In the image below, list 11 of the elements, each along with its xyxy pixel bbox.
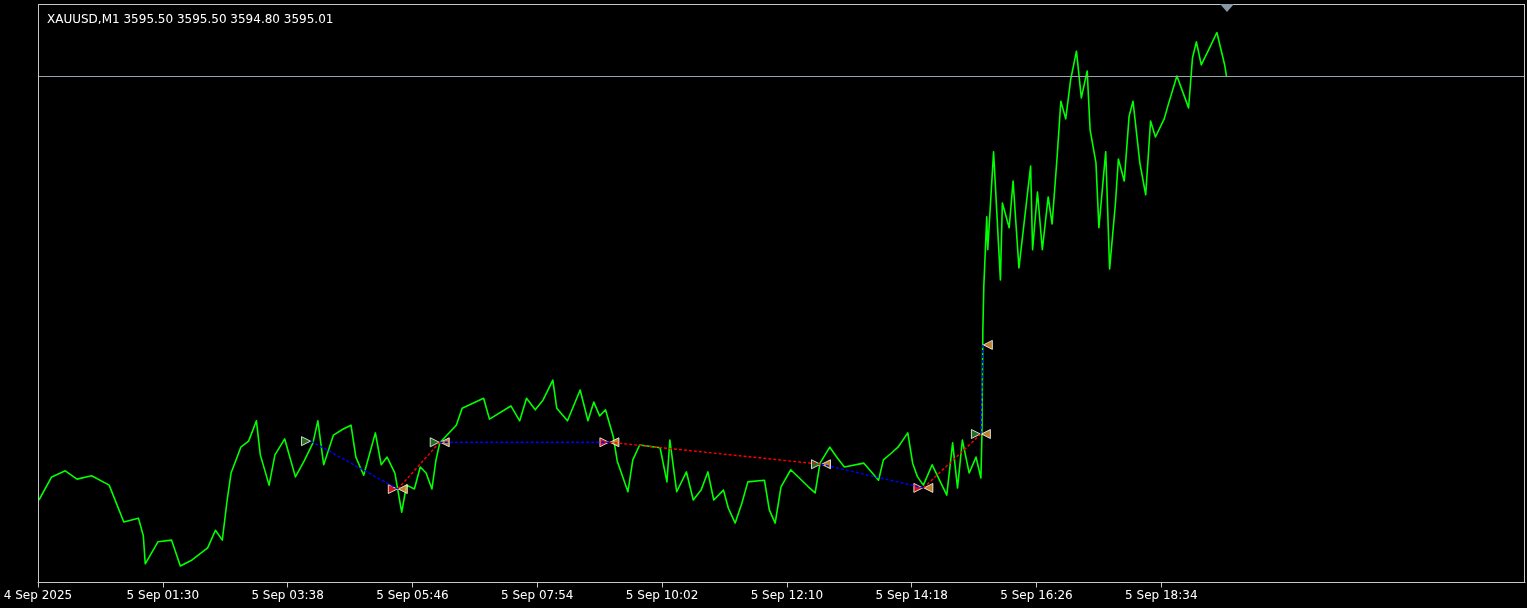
chart-title: XAUUSD,M1 3595.50 3595.50 3594.80 3595.01 — [47, 12, 334, 26]
x-tick-label: 5 Sep 07:54 — [501, 587, 574, 602]
x-tick-label: 5 Sep 14:18 — [875, 587, 948, 602]
x-tick-label: 5 Sep 03:38 — [251, 587, 324, 602]
x-tick-label: 5 Sep 18:34 — [1125, 587, 1198, 602]
x-tick-label: 4 Sep 2025 — [3, 587, 73, 602]
x-tick-label: 5 Sep 12:10 — [750, 587, 824, 602]
x-tick-label: 5 Sep 16:26 — [1000, 587, 1073, 602]
x-tick-label: 5 Sep 10:02 — [625, 587, 699, 602]
x-tick-label: 5 Sep 05:46 — [376, 587, 449, 602]
x-tick-label: 5 Sep 01:30 — [126, 587, 200, 602]
